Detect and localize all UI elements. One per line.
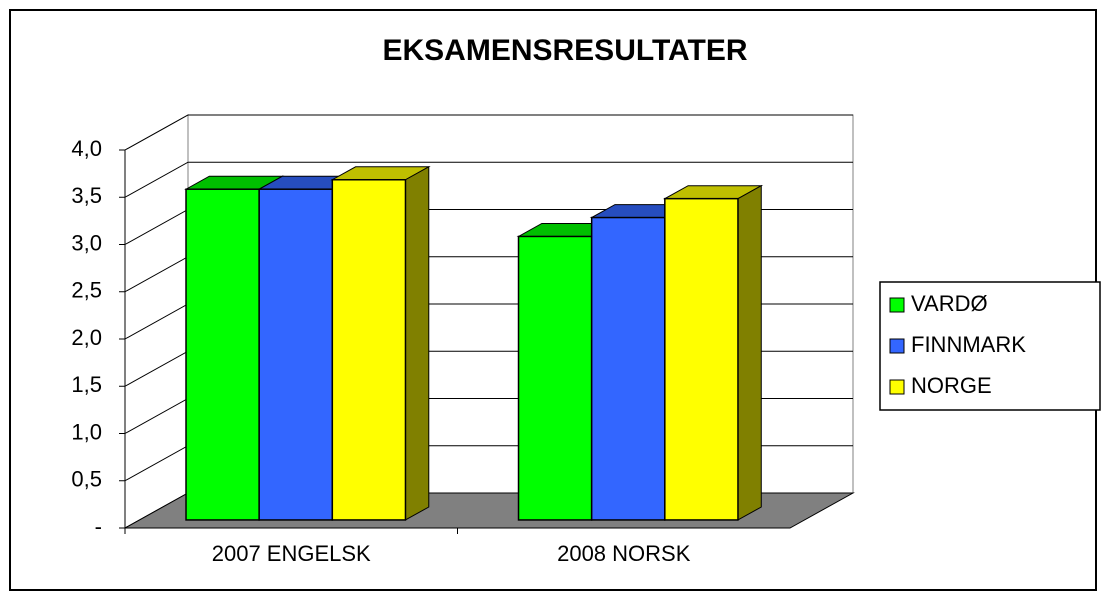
bar-side — [737, 184, 762, 521]
y-tick-label: 1,0 — [71, 419, 102, 444]
y-tick-label: 0,5 — [71, 467, 102, 492]
bar-front — [185, 188, 260, 521]
legend-label: FINNMARK — [911, 332, 1026, 357]
bar-side — [404, 165, 430, 521]
y-tick-label: 3,5 — [71, 183, 102, 208]
legend-swatch — [889, 297, 905, 313]
y-tick-label: 2,5 — [71, 278, 102, 303]
bar-front — [331, 179, 407, 521]
legend-swatch — [889, 338, 905, 354]
y-tick-label: 3,0 — [71, 230, 102, 255]
grid-line — [124, 161, 853, 198]
chart-title: EKSAMENSRESULTATER — [382, 34, 747, 67]
bar-front — [590, 216, 666, 521]
bar — [662, 184, 764, 521]
y-tick-label: 1,5 — [71, 372, 102, 397]
grid-line — [124, 114, 853, 151]
x-tick-label: 2008 NORSK — [557, 541, 691, 566]
legend-label: NORGE — [911, 373, 992, 398]
y-tick-label: 2,0 — [71, 325, 102, 350]
legend-swatch — [889, 379, 905, 395]
legend-label: VARDØ — [911, 291, 988, 316]
bar — [330, 165, 431, 521]
bar-front — [664, 197, 739, 521]
bar-front — [517, 235, 593, 521]
legend-box — [879, 281, 1101, 411]
legend: VARDØ FINNMARK NORGE — [879, 281, 1101, 411]
y-tick-label: - — [95, 514, 102, 539]
bar-front — [258, 188, 334, 521]
y-tick-label: 4,0 — [71, 136, 102, 161]
x-tick-label: 2007 ENGELSK — [212, 541, 371, 566]
